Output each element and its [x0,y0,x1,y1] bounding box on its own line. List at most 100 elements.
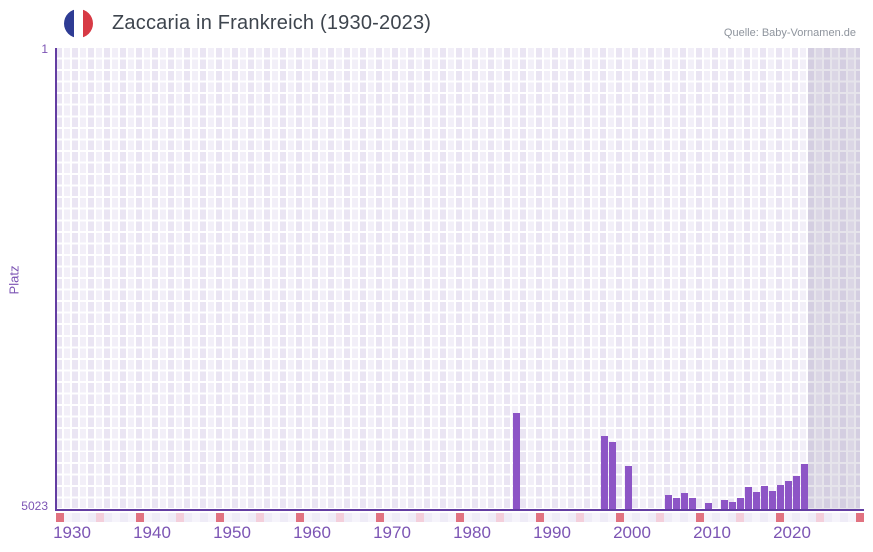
timeline-cell-2024 [824,513,832,522]
timeline-cell-1979 [464,513,472,522]
timeline-cell-1971 [400,513,408,522]
timeline-cell-1982 [488,513,496,522]
flag-stripe-white [73,9,84,38]
bar-2019[interactable] [784,480,792,510]
france-flag-icon [64,9,93,38]
timeline-cell-1951 [240,513,248,522]
bar-2017[interactable] [768,490,776,510]
timeline-cell-1946 [200,513,208,522]
y-axis-line [55,48,57,511]
bar-2014[interactable] [744,487,752,510]
timeline-cell-1928 [56,513,64,522]
timeline-cell-1943 [176,513,184,522]
timeline-cell-1952 [248,513,256,522]
timeline-cell-1953 [256,513,264,522]
chart-title: Zaccaria in Frankreich (1930-2023) [112,12,432,34]
bar-2009[interactable] [704,502,712,510]
source-attribution: Quelle: Baby-Vornamen.de [723,27,856,39]
plot-area[interactable] [56,48,860,510]
timeline-cell-2002 [648,513,656,522]
timeline-cell-1992 [568,513,576,522]
timeline-cell-2021 [800,513,808,522]
bar-2013[interactable] [736,498,744,510]
timeline-cell-1970 [392,513,400,522]
bar-2021[interactable] [800,463,808,510]
timeline-cell-1965 [352,513,360,522]
bar-2015[interactable] [752,492,760,510]
bar-2011[interactable] [720,499,728,510]
timeline-cell-1975 [432,513,440,522]
bars-layer [56,48,860,510]
x-tick-label-2000: 2000 [613,523,651,542]
y-tick-min: 5023 [21,499,48,513]
bar-1999[interactable] [624,465,632,510]
timeline-cell-2005 [672,513,680,522]
timeline-cell-1962 [328,513,336,522]
timeline-cell-1934 [104,513,112,522]
timeline-cell-2028 [856,513,864,522]
timeline-cell-2023 [816,513,824,522]
no-data-band [808,48,860,510]
timeline-cell-1978 [456,513,464,522]
timeline-cell-1963 [336,513,344,522]
timeline-cell-1941 [160,513,168,522]
timeline-cell-2020 [792,513,800,522]
bar-1997[interactable] [608,441,616,510]
timeline-cell-1936 [120,513,128,522]
timeline-cell-2017 [768,513,776,522]
timeline-cell-1968 [376,513,384,522]
timeline-cell-1972 [408,513,416,522]
timeline-strip [56,513,864,522]
timeline-cell-1932 [88,513,96,522]
timeline-cell-2011 [720,513,728,522]
bar-2004[interactable] [664,494,672,510]
timeline-cell-1939 [144,513,152,522]
x-tick-label-1960: 1960 [293,523,331,542]
timeline-cell-2027 [848,513,856,522]
bar-2005[interactable] [672,497,680,510]
bar-2016[interactable] [760,485,768,510]
timeline-cell-2016 [760,513,768,522]
bar-2006[interactable] [680,492,688,510]
x-tick-label-2010: 2010 [693,523,731,542]
timeline-cell-1995 [592,513,600,522]
timeline-cell-1958 [296,513,304,522]
timeline-cell-1980 [472,513,480,522]
timeline-cell-1974 [424,513,432,522]
timeline-cell-1973 [416,513,424,522]
timeline-cell-1989 [544,513,552,522]
x-tick-label-1990: 1990 [533,523,571,542]
timeline-cell-2026 [840,513,848,522]
timeline-cell-1949 [224,513,232,522]
x-tick-label-1940: 1940 [133,523,171,542]
timeline-cell-1930 [72,513,80,522]
timeline-cell-1948 [216,513,224,522]
bar-2018[interactable] [776,484,784,510]
timeline-cell-2015 [752,513,760,522]
timeline-cell-2004 [664,513,672,522]
timeline-cell-1990 [552,513,560,522]
bar-1985[interactable] [512,412,520,510]
x-tick-label-1930: 1930 [53,523,91,542]
bar-2007[interactable] [688,498,696,510]
timeline-cell-2022 [808,513,816,522]
bar-2020[interactable] [792,475,800,510]
bar-1996[interactable] [600,436,608,510]
x-tick-label-1980: 1980 [453,523,491,542]
timeline-cell-1964 [344,513,352,522]
x-tick-label-1970: 1970 [373,523,411,542]
y-axis-title: Platz [6,265,22,295]
timeline-cell-1937 [128,513,136,522]
timeline-cell-2018 [776,513,784,522]
timeline-cell-1960 [312,513,320,522]
timeline-cell-2007 [688,513,696,522]
timeline-cell-2001 [640,513,648,522]
bar-2012[interactable] [728,502,736,510]
timeline-cell-2000 [632,513,640,522]
timeline-cell-2009 [704,513,712,522]
timeline-cell-1993 [576,513,584,522]
timeline-cell-1977 [448,513,456,522]
timeline-cell-2012 [728,513,736,522]
flag-stripe-blue [64,9,74,38]
